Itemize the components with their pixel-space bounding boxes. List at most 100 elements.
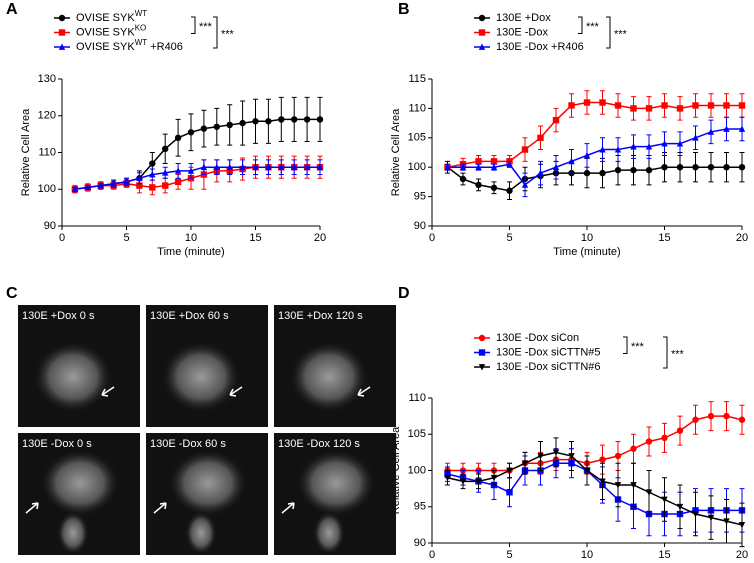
significance-label: *** <box>614 28 628 40</box>
marker <box>614 452 622 460</box>
marker <box>583 99 591 106</box>
marker <box>661 434 668 442</box>
marker <box>490 158 498 165</box>
marker <box>265 118 272 125</box>
significance-bracket <box>623 336 628 354</box>
legend-superscript: KO <box>135 24 147 33</box>
marker <box>213 123 220 130</box>
marker <box>506 160 513 168</box>
cell <box>57 511 89 555</box>
x-tick-label: 0 <box>429 549 435 561</box>
marker <box>723 164 730 171</box>
x-tick-label: 15 <box>249 232 261 244</box>
marker <box>568 102 575 109</box>
legend-name: 130E -Dox +R406 <box>496 41 584 53</box>
marker <box>599 146 606 153</box>
marker <box>200 163 208 171</box>
legend-name: OVISE SYK <box>76 26 135 38</box>
x-tick-label: 10 <box>581 232 593 244</box>
chart: B 90 95 100 105 110 115 0 5 10 15 20 Time (minute) Re… <box>390 1 748 258</box>
y-tick-label: 115 <box>408 73 426 85</box>
marker <box>149 171 156 178</box>
marker <box>614 146 622 153</box>
cell <box>161 341 241 413</box>
y-tick-label: 90 <box>44 220 56 232</box>
marker <box>136 174 143 182</box>
micrograph: 130E +Dox 120 s <box>274 305 396 427</box>
marker <box>291 163 298 171</box>
series-line <box>447 415 743 472</box>
marker <box>162 145 169 153</box>
series <box>444 116 746 198</box>
marker <box>661 164 668 171</box>
marker <box>459 175 467 183</box>
marker <box>475 181 482 189</box>
micrograph: 130E +Dox 0 s <box>18 305 140 427</box>
chart: D909510010511005101520Time (minute)Relat… <box>390 285 748 563</box>
x-axis-label: Time (minute) <box>157 246 224 258</box>
marker <box>676 503 684 511</box>
marker <box>521 146 529 153</box>
y-tick-label: 100 <box>408 161 426 173</box>
y-tick-label: 95 <box>414 191 426 203</box>
marker <box>599 99 606 106</box>
marker <box>478 334 486 342</box>
panel-label: C <box>6 285 18 302</box>
y-tick-label: 110 <box>408 102 426 114</box>
marker <box>723 518 730 525</box>
marker <box>136 182 143 189</box>
series-line <box>74 166 320 190</box>
cell <box>185 511 217 555</box>
chart: A 90 100 110 120 130 0 5 10 15 20 Time (minute) Rela… <box>6 1 326 258</box>
marker <box>630 482 637 489</box>
y-axis-label: Relative Cell Area <box>20 108 32 196</box>
series-line <box>447 128 742 186</box>
significance-label: *** <box>199 21 213 33</box>
y-tick-label: 100 <box>38 183 56 195</box>
marker <box>521 181 529 188</box>
legend-entry: 130E +Dox <box>496 12 551 24</box>
marker <box>200 125 208 132</box>
x-tick-label: 20 <box>736 232 748 244</box>
significance-bracket <box>213 16 218 49</box>
marker <box>521 460 529 467</box>
marker <box>552 163 560 171</box>
arrow <box>357 386 371 397</box>
marker <box>252 163 259 171</box>
marker <box>303 163 311 171</box>
arrow <box>281 502 295 514</box>
marker <box>583 169 591 177</box>
marker <box>97 182 104 189</box>
marker <box>738 125 746 132</box>
marker <box>599 169 606 177</box>
marker <box>58 43 66 50</box>
marker <box>162 182 169 189</box>
panel-label: D <box>398 285 410 302</box>
marker <box>583 467 591 475</box>
significance-bracket <box>191 16 196 34</box>
marker <box>58 14 66 22</box>
marker <box>676 164 684 171</box>
marker <box>278 116 285 123</box>
micrograph: 130E -Dox 120 s <box>274 433 396 555</box>
y-tick-label: 110 <box>38 146 56 158</box>
marker <box>475 163 482 171</box>
marker <box>692 511 699 518</box>
marker <box>475 158 482 165</box>
marker <box>174 167 182 174</box>
y-tick-label: 110 <box>408 392 426 404</box>
marker <box>723 125 730 132</box>
marker <box>676 140 684 147</box>
legend-superscript: WT <box>135 38 148 47</box>
significance-bracket <box>578 16 583 34</box>
arrow <box>153 502 167 514</box>
marker <box>599 456 606 463</box>
arrow <box>229 386 243 397</box>
marker <box>174 178 182 186</box>
legend-superscript: WT <box>135 9 148 18</box>
legend-entry: OVISE SYKKO <box>76 24 146 39</box>
marker <box>459 478 467 485</box>
marker <box>71 185 79 193</box>
cell <box>40 449 120 517</box>
